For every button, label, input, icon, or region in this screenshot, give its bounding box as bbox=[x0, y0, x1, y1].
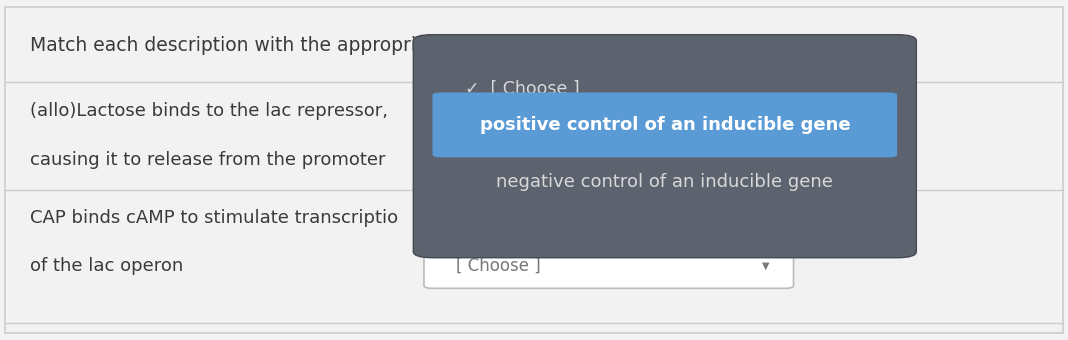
Text: positive control of an inducible gene: positive control of an inducible gene bbox=[480, 116, 850, 134]
Text: ✓  [ Choose ]: ✓ [ Choose ] bbox=[465, 80, 579, 97]
Text: causing it to release from the promoter: causing it to release from the promoter bbox=[30, 151, 386, 169]
Text: negative control of an inducible gene: negative control of an inducible gene bbox=[497, 173, 833, 191]
FancyBboxPatch shape bbox=[413, 35, 916, 258]
Text: of the lac operon: of the lac operon bbox=[30, 257, 183, 275]
Text: CAP binds cAMP to stimulate transcriptio: CAP binds cAMP to stimulate transcriptio bbox=[30, 209, 398, 227]
FancyBboxPatch shape bbox=[433, 92, 897, 157]
Text: Match each description with the appropriate label: Match each description with the appropri… bbox=[30, 36, 498, 55]
FancyBboxPatch shape bbox=[5, 7, 1063, 333]
FancyBboxPatch shape bbox=[424, 244, 794, 288]
Text: [ Choose ]: [ Choose ] bbox=[456, 257, 540, 275]
Text: ▼: ▼ bbox=[761, 261, 770, 271]
Text: (allo)Lactose binds to the lac repressor,: (allo)Lactose binds to the lac repressor… bbox=[30, 102, 388, 120]
